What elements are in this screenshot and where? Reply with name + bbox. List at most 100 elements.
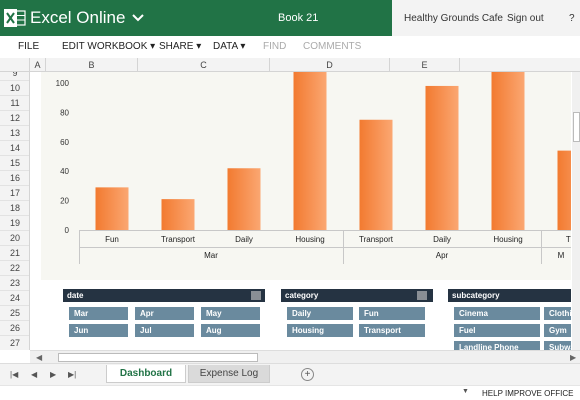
slicer-item-aug[interactable]: Aug — [201, 324, 260, 337]
x-category-label: Tran — [566, 235, 571, 244]
row-header-25[interactable]: 25 — [0, 306, 29, 321]
next-sheet-icon[interactable]: ▶ — [50, 370, 57, 379]
bar-transport[interactable] — [161, 199, 195, 230]
y-tick-label: 60 — [60, 138, 69, 147]
x-category-label: Transport — [359, 235, 394, 244]
vertical-scrollbar[interactable] — [572, 72, 580, 350]
slicer-item-transport[interactable]: Transport — [359, 324, 425, 337]
bar-fun[interactable] — [95, 187, 129, 230]
row-header-9[interactable]: 9 — [0, 72, 29, 81]
chevron-down-icon[interactable]: ▼ — [462, 388, 469, 395]
slicer-item-fuel[interactable]: Fuel — [454, 324, 540, 337]
row-header-13[interactable]: 13 — [0, 126, 29, 141]
slicer-item-gym[interactable]: Gym — [544, 324, 571, 337]
column-header-c[interactable]: C — [138, 58, 270, 72]
bar-transport[interactable] — [359, 119, 393, 230]
bar-daily[interactable] — [425, 85, 459, 230]
status-bar: ▼ HELP IMPROVE OFFICE — [0, 385, 580, 400]
user-name[interactable]: Healthy Grounds Cafe — [404, 13, 503, 24]
sign-out-link[interactable]: Sign out — [507, 13, 544, 24]
dropdown-arrow-icon: ▾ — [240, 41, 246, 52]
menu-edit-workbook-label: EDIT WORKBOOK — [62, 41, 148, 52]
column-header-f[interactable] — [460, 58, 580, 72]
row-header-19[interactable]: 19 — [0, 216, 29, 231]
tab-dashboard[interactable]: Dashboard — [106, 365, 186, 383]
row-header-11[interactable]: 11 — [0, 96, 29, 111]
prev-sheet-icon[interactable]: ◀ — [31, 370, 38, 379]
first-sheet-icon[interactable]: |◀ — [10, 370, 19, 379]
slicer-item-cinema[interactable]: Cinema — [454, 307, 540, 320]
slicer-item-may[interactable]: May — [201, 307, 260, 320]
row-header-15[interactable]: 15 — [0, 156, 29, 171]
row-header-10[interactable]: 10 — [0, 81, 29, 96]
slicer-item-jul[interactable]: Jul — [135, 324, 194, 337]
slicer-item-landline-phone[interactable]: Landline Phone — [454, 341, 540, 350]
horizontal-scrollbar[interactable]: ◀ ▶ — [30, 350, 580, 363]
row-header-20[interactable]: 20 — [0, 231, 29, 246]
horizontal-scroll-thumb[interactable] — [58, 353, 258, 362]
row-header-12[interactable]: 12 — [0, 111, 29, 126]
clear-filter-icon[interactable] — [417, 291, 427, 300]
dropdown-arrow-icon: ▾ — [150, 41, 156, 52]
slicer-item-mar[interactable]: Mar — [69, 307, 128, 320]
bar-chart[interactable]: 0 20 40 60 80 100 Fun Transport Daily Housing Tran… — [31, 72, 571, 350]
slicer-item-apr[interactable]: Apr — [135, 307, 194, 320]
y-tick-label: 20 — [60, 197, 69, 206]
row-header-21[interactable]: 21 — [0, 246, 29, 261]
title-bar: Excel Online Book 21 Healthy Grounds Caf… — [0, 0, 580, 36]
row-header-16[interactable]: 16 — [0, 171, 29, 186]
slicer-item-jun[interactable]: Jun — [69, 324, 128, 337]
x-category-label: Fun — [105, 235, 119, 244]
column-header-e[interactable]: E — [390, 58, 460, 72]
last-sheet-icon[interactable]: ▶| — [68, 370, 77, 379]
row-header-17[interactable]: 17 — [0, 186, 29, 201]
slicer-item-clothing[interactable]: Clothi — [544, 307, 571, 320]
help-improve-office-link[interactable]: HELP IMPROVE OFFICE — [482, 389, 574, 398]
slicer-item-subway[interactable]: Subwa — [544, 341, 571, 350]
x-category-label: Transport — [161, 235, 196, 244]
workbook-name[interactable]: Book 21 — [278, 12, 319, 24]
row-header-22[interactable]: 22 — [0, 261, 29, 276]
bar-daily[interactable] — [227, 168, 261, 230]
slicer-subcategory[interactable]: subcategory Cinema Clothi Fuel Gym Landl… — [448, 289, 571, 350]
row-header-26[interactable]: 26 — [0, 321, 29, 336]
clear-filter-icon[interactable] — [251, 291, 261, 300]
slicer-item-daily[interactable]: Daily — [287, 307, 353, 320]
menu-share[interactable]: SHARE ▾ — [159, 41, 201, 52]
menu-find[interactable]: FIND — [263, 41, 287, 52]
row-header-18[interactable]: 18 — [0, 201, 29, 216]
sheet-grid[interactable]: 0 20 40 60 80 100 Fun Transport Daily Housing Tran… — [31, 72, 571, 350]
scroll-right-icon[interactable]: ▶ — [570, 353, 577, 362]
excel-logo-icon[interactable] — [4, 8, 26, 28]
scroll-left-icon[interactable]: ◀ — [36, 353, 43, 362]
y-tick-label: 80 — [60, 108, 69, 117]
slicer-category[interactable]: category Daily Fun Housing Transport — [281, 289, 433, 343]
select-all-corner[interactable] — [0, 58, 30, 72]
column-header-a[interactable]: A — [30, 58, 46, 72]
menu-data[interactable]: DATA ▾ — [213, 41, 245, 52]
slicer-item-fun[interactable]: Fun — [359, 307, 425, 320]
bar-housing[interactable] — [293, 72, 327, 230]
menu-file[interactable]: FILE — [18, 41, 40, 52]
row-header-27[interactable]: 27 — [0, 336, 29, 350]
menu-share-label: SHARE — [159, 41, 194, 52]
bar-tran[interactable] — [557, 150, 572, 230]
slicer-item-housing[interactable]: Housing — [287, 324, 353, 337]
bar-housing[interactable] — [491, 72, 525, 230]
app-name[interactable]: Excel Online — [30, 8, 126, 27]
row-header-23[interactable]: 23 — [0, 276, 29, 291]
column-header-b[interactable]: B — [46, 58, 138, 72]
menu-comments[interactable]: COMMENTS — [303, 41, 362, 52]
column-header-d[interactable]: D — [270, 58, 390, 72]
row-header-24[interactable]: 24 — [0, 291, 29, 306]
help-button[interactable]: ? — [569, 13, 575, 24]
row-header-14[interactable]: 14 — [0, 141, 29, 156]
chevron-down-icon[interactable] — [130, 9, 146, 25]
x-group-label: Mar — [204, 251, 218, 260]
x-group-label: M — [558, 251, 565, 260]
vertical-scroll-thumb[interactable] — [573, 112, 580, 142]
add-sheet-icon[interactable]: + — [301, 368, 314, 381]
tab-expense-log[interactable]: Expense Log — [188, 365, 270, 383]
slicer-date[interactable]: date Mar Apr May Jun Jul Aug — [63, 289, 265, 343]
menu-edit-workbook[interactable]: EDIT WORKBOOK ▾ — [62, 41, 155, 52]
